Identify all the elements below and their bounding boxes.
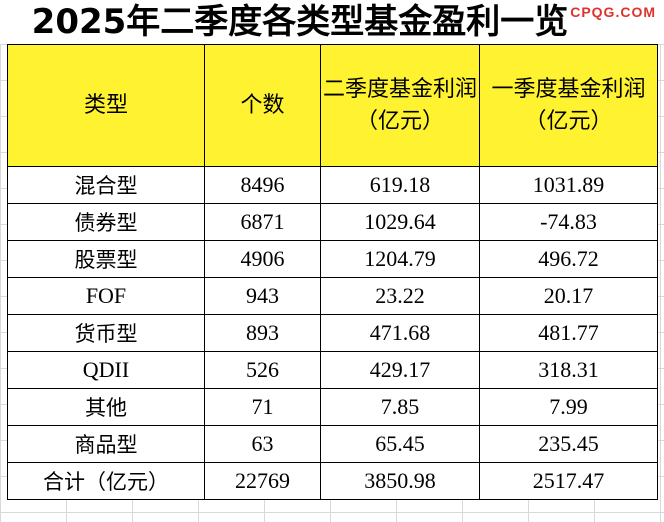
row-type: FOF [7,277,205,315]
header-type: 类型 [7,44,205,167]
row-q1-profit: 1031.89 [479,166,658,204]
row-count: 943 [204,277,321,315]
row-type: QDII [7,351,205,389]
header-count: 个数 [204,44,321,167]
table-row: 债券型 6871 1029.64 -74.83 [7,203,658,241]
row-q2-profit: 7.85 [320,388,480,426]
table-row: 其他 71 7.85 7.99 [7,388,658,426]
row-q2-profit: 619.18 [320,166,480,204]
total-q1-profit: 2517.47 [479,462,658,500]
row-q1-profit: 20.17 [479,277,658,315]
row-q2-profit: 1029.64 [320,203,480,241]
row-q1-profit: 7.99 [479,388,658,426]
row-count: 71 [204,388,321,426]
row-count: 6871 [204,203,321,241]
total-label: 合计（亿元） [7,462,205,500]
fund-profit-table: 类型 个数 二季度基金利润（亿元） 一季度基金利润（亿元） 混合型 8496 6… [7,44,658,500]
row-q1-profit: 496.72 [479,240,658,278]
header-q2-profit: 二季度基金利润（亿元） [320,44,480,167]
row-type: 货币型 [7,314,205,352]
row-type: 债券型 [7,203,205,241]
row-type: 商品型 [7,425,205,463]
row-count: 8496 [204,166,321,204]
table-row: 商品型 63 65.45 235.45 [7,425,658,463]
table-row: 股票型 4906 1204.79 496.72 [7,240,658,278]
header-q1-profit: 一季度基金利润（亿元） [479,44,658,167]
row-q2-profit: 65.45 [320,425,480,463]
row-count: 4906 [204,240,321,278]
row-type: 其他 [7,388,205,426]
row-q2-profit: 429.17 [320,351,480,389]
row-q1-profit: 481.77 [479,314,658,352]
row-q1-profit: -74.83 [479,203,658,241]
page-title: 2025年二季度各类型基金盈利一览 [31,2,569,42]
table-row: 混合型 8496 619.18 1031.89 [7,166,658,204]
table-row: FOF 943 23.22 20.17 [7,277,658,315]
table-row: QDII 526 429.17 318.31 [7,351,658,389]
row-q2-profit: 1204.79 [320,240,480,278]
table-header-row: 类型 个数 二季度基金利润（亿元） 一季度基金利润（亿元） [7,44,658,167]
row-q2-profit: 471.68 [320,314,480,352]
site-watermark: CPQG.COM [570,4,656,20]
row-count: 893 [204,314,321,352]
row-type: 混合型 [7,166,205,204]
row-q1-profit: 318.31 [479,351,658,389]
row-type: 股票型 [7,240,205,278]
table-row: 货币型 893 471.68 481.77 [7,314,658,352]
table-total-row: 合计（亿元） 22769 3850.98 2517.47 [7,462,658,500]
row-q1-profit: 235.45 [479,425,658,463]
total-q2-profit: 3850.98 [320,462,480,500]
row-count: 63 [204,425,321,463]
total-count: 22769 [204,462,321,500]
row-q2-profit: 23.22 [320,277,480,315]
row-count: 526 [204,351,321,389]
